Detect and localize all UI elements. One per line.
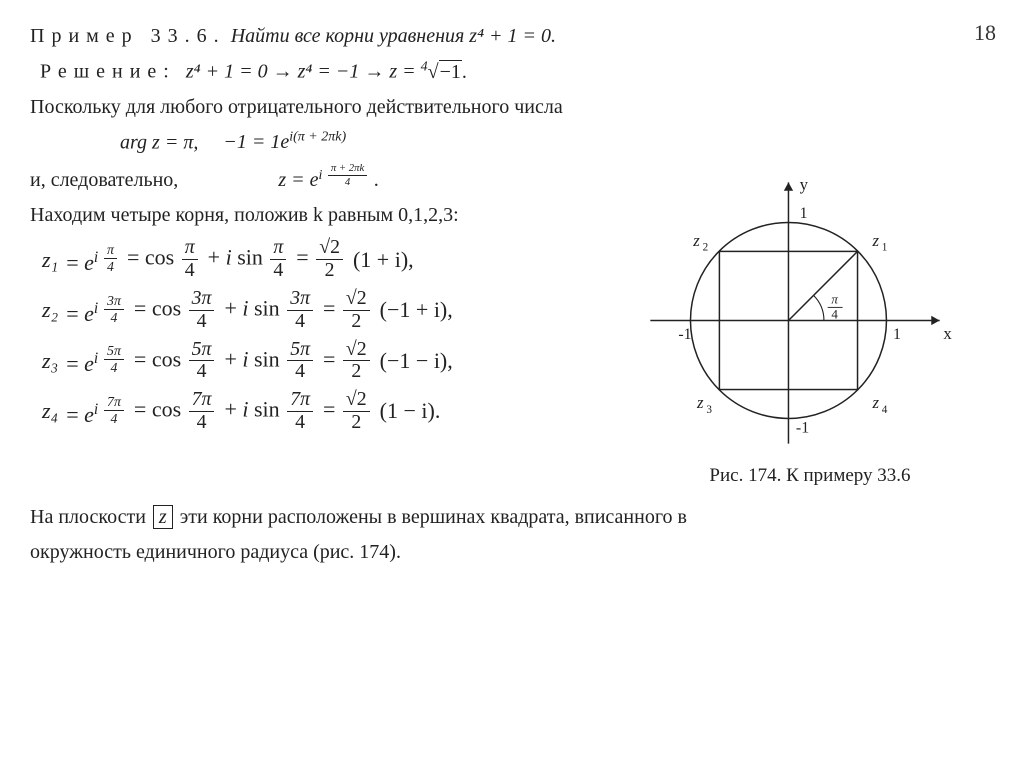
svg-text:z: z bbox=[871, 394, 879, 413]
root-row: z₄ = ei 7π4 = cos 7π4 + i sin 7π4 = √22 … bbox=[38, 390, 630, 433]
arg-right: −1 = 1ei(π + 2πk) bbox=[223, 131, 346, 153]
roots-list: z₁ = ei π4 = cos π4 + i sin π4 = √22 (1 … bbox=[30, 238, 630, 432]
root-name: z₁ bbox=[42, 247, 58, 273]
svg-text:y: y bbox=[800, 175, 809, 194]
root-name: z₂ bbox=[42, 297, 58, 323]
z-general: z = ei π + 2πk4 . bbox=[278, 169, 379, 191]
closing-line-1: На плоскости z эти корни расположены в в… bbox=[30, 503, 994, 532]
boxed-z: z bbox=[153, 505, 173, 529]
solution-label: Решение: bbox=[40, 61, 176, 83]
svg-text:x: x bbox=[943, 324, 952, 343]
neg-real-line: Поскольку для любого отрицательного дейс… bbox=[30, 93, 994, 122]
svg-text:4: 4 bbox=[882, 404, 888, 416]
example-heading: Пример 33.6. Найти все корни уравнения z… bbox=[30, 22, 994, 51]
svg-text:-1: -1 bbox=[796, 420, 809, 437]
svg-text:z: z bbox=[871, 231, 879, 250]
arg-left: arg z = π, bbox=[120, 131, 198, 153]
solution-chain: z⁴ + 1 = 0 → z⁴ = −1 → z = bbox=[186, 61, 421, 83]
arg-line: arg z = π, −1 = 1ei(π + 2πk) bbox=[30, 128, 994, 158]
svg-text:π: π bbox=[831, 292, 838, 307]
root-name: z₃ bbox=[42, 348, 58, 374]
root-row: z₂ = ei 3π4 = cos 3π4 + i sin 3π4 = √22 … bbox=[38, 289, 630, 332]
page-number: 18 bbox=[974, 20, 996, 46]
figure-caption: Рис. 174. К примеру 33.6 bbox=[630, 465, 990, 487]
figure-174: xyπ4z1z2z3z41-11-1 Рис. 174. К примеру 3… bbox=[630, 163, 990, 487]
svg-text:z: z bbox=[696, 394, 704, 413]
svg-text:z: z bbox=[692, 231, 700, 250]
solution-line: Решение: z⁴ + 1 = 0 → z⁴ = −1 → z = 4√−1… bbox=[30, 57, 994, 87]
svg-text:2: 2 bbox=[703, 242, 709, 254]
example-statement: Найти все корни уравнения z⁴ + 1 = 0. bbox=[231, 25, 556, 47]
svg-text:1: 1 bbox=[882, 242, 888, 254]
svg-text:4: 4 bbox=[831, 307, 838, 322]
root-name: z₄ bbox=[42, 398, 58, 424]
closing-line-2: окружность единичного радиуса (рис. 174)… bbox=[30, 538, 994, 567]
unit-circle-diagram: xyπ4z1z2z3z41-11-1 bbox=[630, 173, 960, 453]
consequently: и, следовательно, z = ei π + 2πk4 . bbox=[30, 163, 630, 195]
root-row: z₁ = ei π4 = cos π4 + i sin π4 = √22 (1 … bbox=[38, 238, 630, 281]
svg-text:3: 3 bbox=[706, 404, 712, 416]
root-row: z₃ = ei 5π4 = cos 5π4 + i sin 5π4 = √22 … bbox=[38, 340, 630, 383]
find-roots-line: Находим четыре корня, положив k равным 0… bbox=[30, 201, 630, 230]
svg-text:1: 1 bbox=[800, 205, 808, 222]
svg-text:1: 1 bbox=[893, 326, 901, 343]
example-label: Пример 33.6. bbox=[30, 25, 226, 47]
svg-text:-1: -1 bbox=[678, 326, 691, 343]
fourth-root: 4√−1. bbox=[421, 61, 467, 83]
